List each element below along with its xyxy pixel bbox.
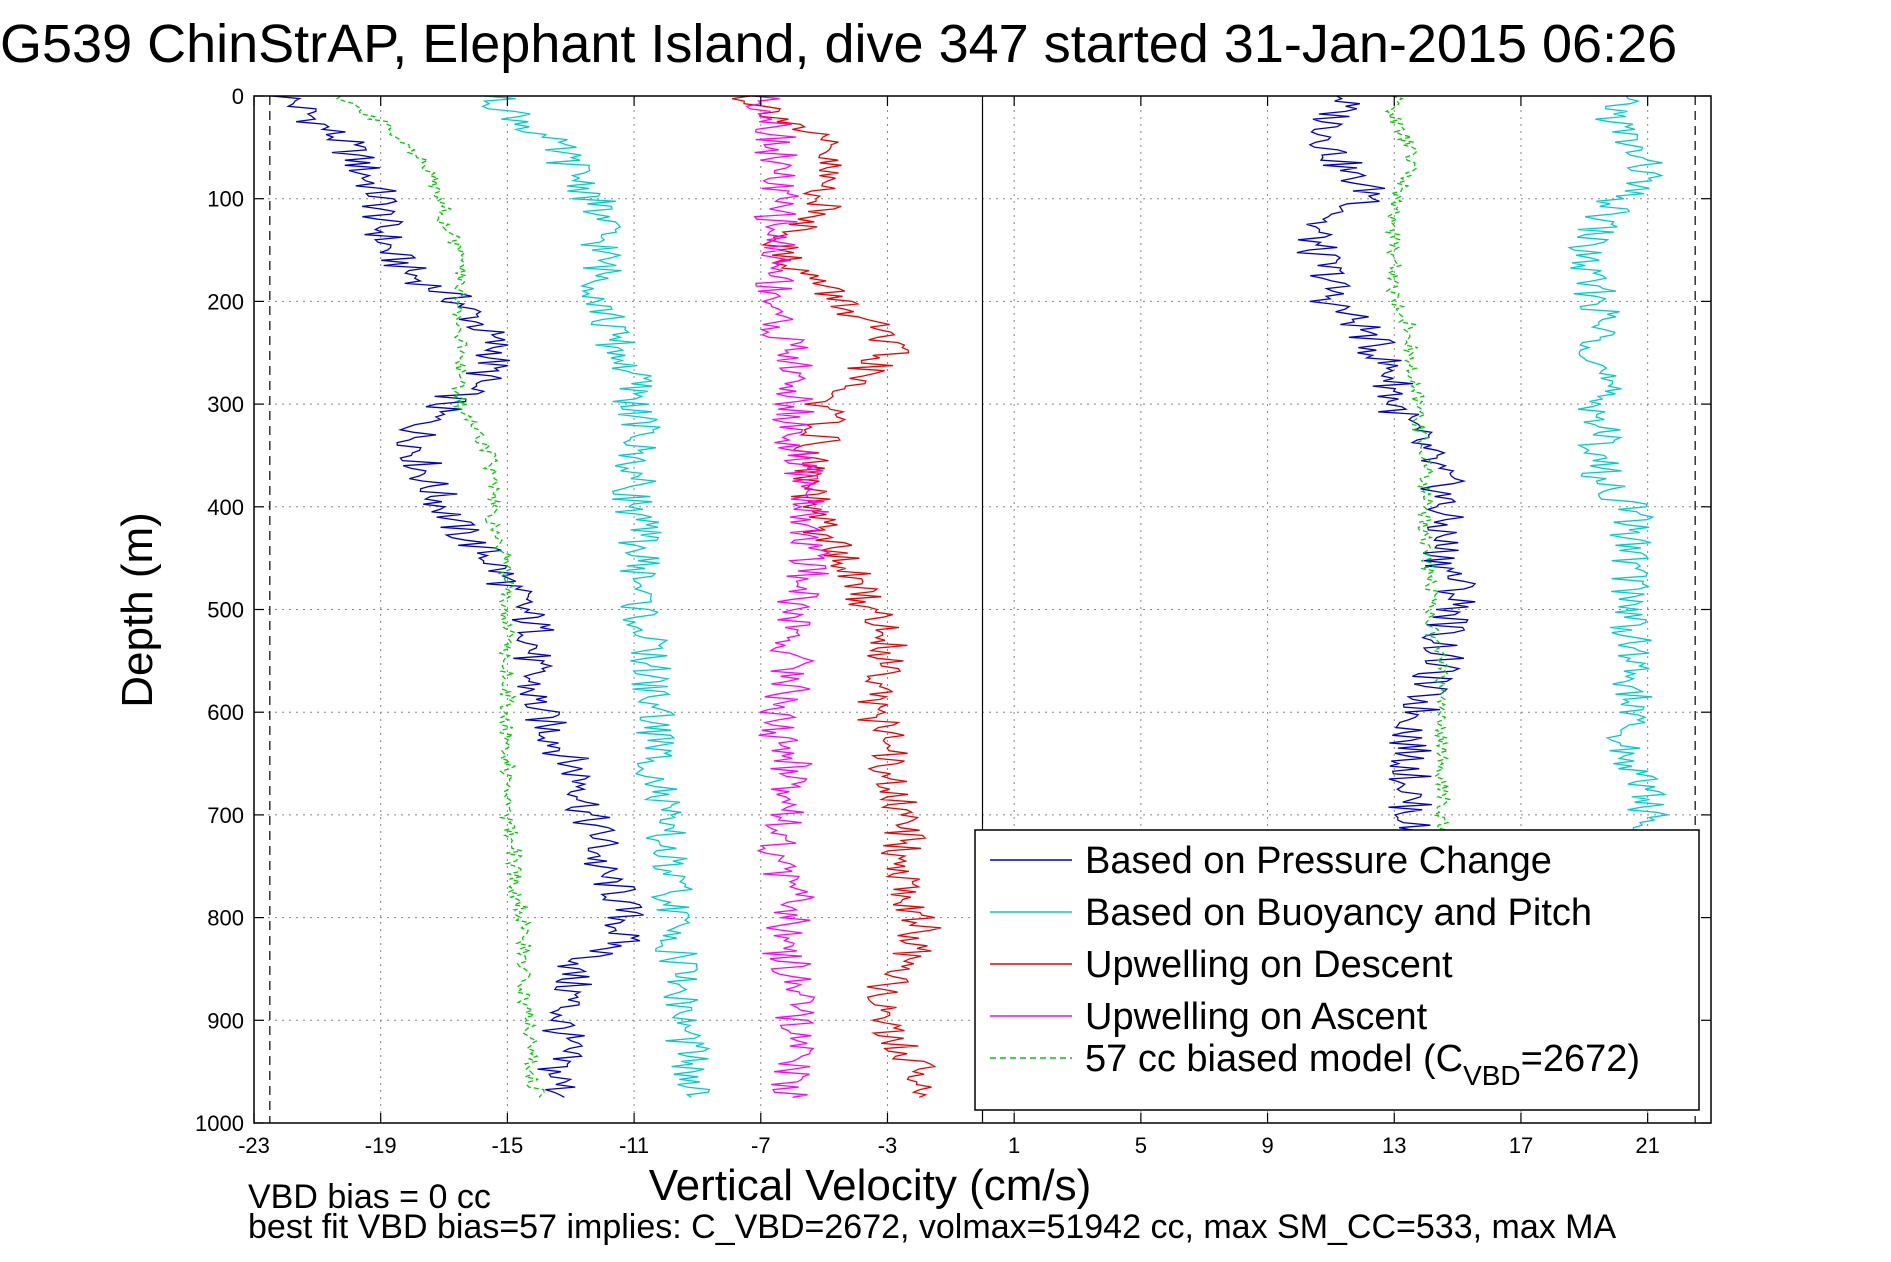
x-tick-label: 17 bbox=[1509, 1133, 1533, 1158]
x-tick-label: 1 bbox=[1008, 1133, 1020, 1158]
x-axis-label: Vertical Velocity (cm/s) bbox=[649, 1161, 1092, 1210]
legend-label: Based on Pressure Change bbox=[1085, 840, 1552, 882]
x-tick-label: -7 bbox=[751, 1133, 771, 1158]
legend-box bbox=[974, 829, 1700, 1111]
legend-label: Upwelling on Descent bbox=[1085, 944, 1453, 986]
y-tick-label: 700 bbox=[207, 803, 244, 828]
series-upwelling-on-ascent-descent-line bbox=[745, 95, 832, 1098]
vbd-bias-note: VBD bias = 0 cc bbox=[248, 1178, 491, 1216]
x-tick-label: -3 bbox=[878, 1133, 898, 1158]
y-tick-label: 800 bbox=[207, 906, 244, 931]
y-tick-label: 200 bbox=[207, 289, 244, 314]
x-tick-label: -11 bbox=[619, 1133, 649, 1158]
legend-label: Upwelling on Ascent bbox=[1085, 996, 1428, 1038]
legend: Based on Pressure Change Based on Buoyanc… bbox=[974, 829, 1700, 1111]
x-tick-label: 13 bbox=[1382, 1133, 1406, 1158]
y-tick-label: 500 bbox=[207, 598, 244, 623]
series-57-cc-biased-model-c-vbd-2672-descent-line bbox=[335, 95, 545, 1098]
x-tick-label: 21 bbox=[1635, 1133, 1659, 1158]
series-based-on-buoyancy-and-pitch-descent-line bbox=[481, 95, 711, 1098]
y-tick-label: 1000 bbox=[195, 1111, 244, 1136]
y-tick-label: 300 bbox=[207, 392, 244, 417]
x-tick-label: 5 bbox=[1135, 1133, 1147, 1158]
y-tick-label: 600 bbox=[207, 700, 244, 725]
series-based-on-pressure-change-descent-line bbox=[271, 95, 644, 1098]
chart-title: G539 ChinStrAP, Elephant Island, dive 34… bbox=[0, 14, 1677, 74]
series-upwelling-on-descent-descent-line bbox=[732, 95, 942, 1098]
axes: -23 -19 -15 -11 -7 -3 1 5 9 13 17 21 0 100 200 300 400 50… bbox=[195, 84, 1712, 1158]
series-based-on-pressure-change-ascent-line bbox=[1296, 95, 1477, 842]
y-axis-label: Depth (m) bbox=[113, 512, 162, 708]
x-tick-label: 9 bbox=[1261, 1133, 1273, 1158]
y-tick-label: 100 bbox=[207, 187, 244, 212]
y-tick-label: 900 bbox=[207, 1008, 244, 1033]
best-fit-note: best fit VBD bias=57 implies: C_VBD=2672… bbox=[248, 1208, 1617, 1246]
legend-label: Based on Buoyancy and Pitch bbox=[1085, 892, 1592, 934]
y-tick-label: 400 bbox=[207, 495, 244, 520]
series-based-on-buoyancy-and-pitch-ascent-line bbox=[1567, 95, 1670, 842]
y-tick-label: 0 bbox=[232, 84, 244, 109]
x-tick-label: -19 bbox=[365, 1133, 397, 1158]
x-tick-label: -15 bbox=[491, 1133, 523, 1158]
series-57-cc-biased-model-c-vbd-2672-ascent-line bbox=[1384, 95, 1452, 842]
x-tick-label: -23 bbox=[238, 1133, 270, 1158]
